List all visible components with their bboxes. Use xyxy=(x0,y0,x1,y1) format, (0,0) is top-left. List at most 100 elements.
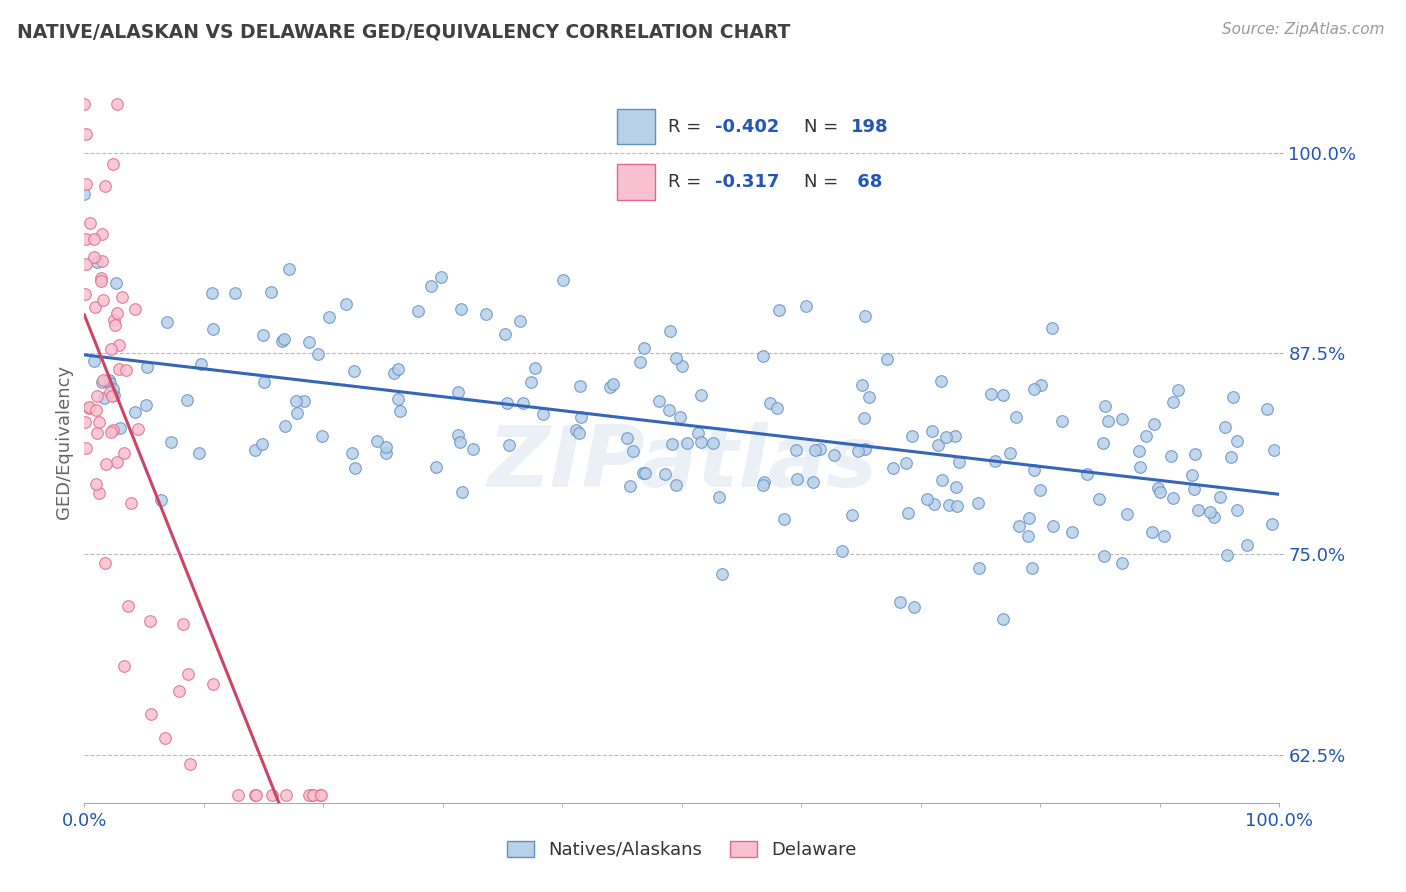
Point xyxy=(1042,519,1064,533)
Point xyxy=(808,442,831,456)
Point xyxy=(343,364,366,378)
Point xyxy=(661,437,683,451)
Point xyxy=(568,426,591,441)
Point xyxy=(270,334,292,348)
Point xyxy=(86,477,108,491)
Point xyxy=(665,351,688,366)
Point xyxy=(1000,446,1022,460)
Point xyxy=(79,216,101,230)
Point xyxy=(794,299,817,313)
Point xyxy=(159,435,181,450)
Y-axis label: GED/Equivalency: GED/Equivalency xyxy=(55,365,73,518)
Point xyxy=(1129,460,1152,475)
Point xyxy=(114,659,136,673)
Point xyxy=(689,434,711,449)
Point xyxy=(991,387,1014,401)
Point xyxy=(1094,399,1116,413)
Point xyxy=(335,297,357,311)
Point xyxy=(104,318,127,332)
Point xyxy=(91,293,114,308)
Point xyxy=(252,437,274,451)
Point xyxy=(318,310,340,325)
Point xyxy=(568,379,591,393)
Point xyxy=(105,97,128,112)
Point xyxy=(366,434,388,449)
Point xyxy=(772,512,794,526)
Point xyxy=(1256,401,1278,416)
Point xyxy=(1128,443,1150,458)
Point xyxy=(277,262,299,277)
Point xyxy=(475,307,498,321)
Point xyxy=(105,455,128,469)
Point xyxy=(382,366,405,380)
Point xyxy=(449,434,471,449)
Point xyxy=(307,347,329,361)
Point xyxy=(1226,434,1249,448)
Point xyxy=(1029,483,1052,497)
Point xyxy=(406,303,429,318)
Point xyxy=(520,376,543,390)
Point xyxy=(602,377,624,392)
Point xyxy=(103,157,125,171)
Point xyxy=(1161,491,1184,505)
Point xyxy=(1135,429,1157,443)
Point xyxy=(100,343,122,357)
Point xyxy=(935,430,957,444)
Point xyxy=(226,788,249,802)
Point xyxy=(931,473,953,487)
Point xyxy=(498,438,520,452)
Point xyxy=(188,445,211,459)
Point xyxy=(463,442,485,456)
Point xyxy=(75,441,97,455)
Point xyxy=(766,401,789,415)
Point xyxy=(938,498,960,512)
Point xyxy=(876,351,898,366)
Point xyxy=(1018,510,1040,524)
Point xyxy=(98,385,121,400)
Point xyxy=(1215,549,1237,563)
Point xyxy=(86,255,108,269)
Point xyxy=(94,179,117,194)
Point xyxy=(1076,467,1098,482)
Point xyxy=(1184,447,1206,461)
Point xyxy=(86,389,108,403)
Point xyxy=(768,302,790,317)
Point xyxy=(139,614,162,628)
Point xyxy=(87,415,110,429)
Point xyxy=(494,326,516,341)
Point xyxy=(599,380,621,394)
Point xyxy=(90,274,112,288)
Point xyxy=(991,613,1014,627)
Point xyxy=(921,424,943,438)
Point xyxy=(447,385,470,400)
Point xyxy=(846,444,869,458)
Point xyxy=(86,426,108,441)
Point xyxy=(1220,450,1243,464)
Point xyxy=(425,460,447,475)
Point xyxy=(1236,538,1258,552)
Point xyxy=(1115,507,1137,521)
Point xyxy=(375,441,398,455)
Point xyxy=(1146,481,1168,495)
Point xyxy=(858,390,880,404)
Point xyxy=(1153,529,1175,543)
Point xyxy=(73,186,96,201)
Point xyxy=(190,357,212,371)
Point xyxy=(309,788,332,802)
Point xyxy=(1182,482,1205,496)
Point xyxy=(616,431,638,445)
Point xyxy=(201,322,224,336)
Point xyxy=(1208,490,1230,504)
Point xyxy=(671,359,693,373)
Point xyxy=(260,788,283,802)
Point xyxy=(77,401,100,415)
Point xyxy=(917,491,939,506)
Point xyxy=(450,301,472,316)
Point xyxy=(176,393,198,408)
Point xyxy=(430,269,453,284)
Point xyxy=(110,290,132,304)
Point xyxy=(1181,468,1204,483)
Point xyxy=(1111,556,1133,570)
Point xyxy=(90,271,112,285)
Point xyxy=(150,493,173,508)
